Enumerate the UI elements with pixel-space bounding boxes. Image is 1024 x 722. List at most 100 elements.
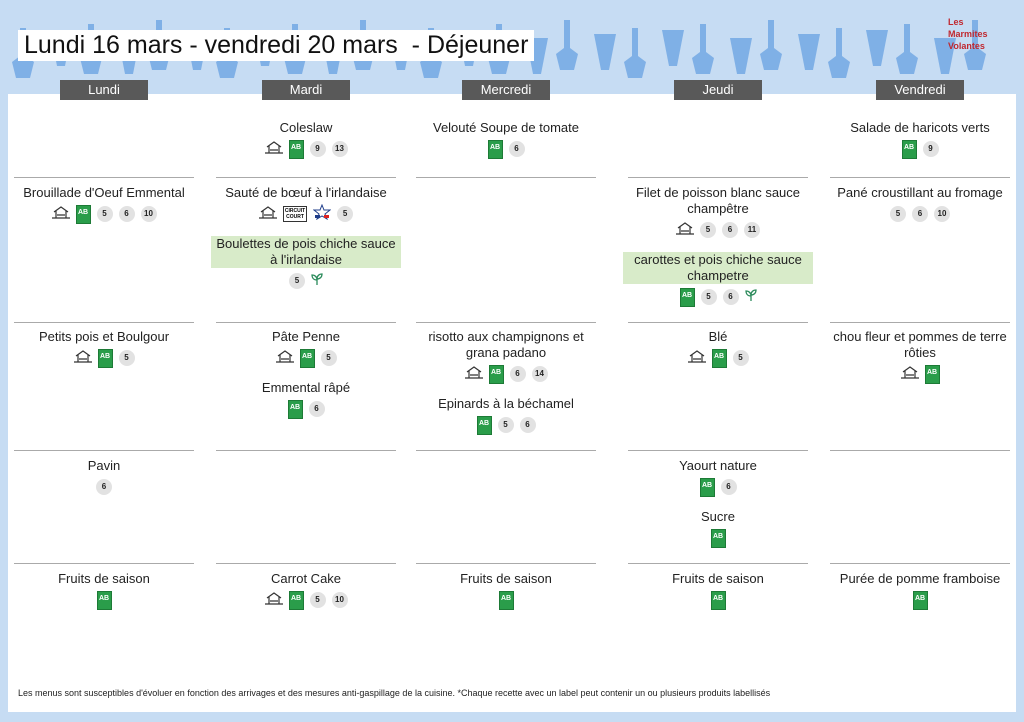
dish: Sauté de bœuf à l'irlandaise CIRCUIT COURT… xyxy=(211,185,401,224)
dish-name: Boulettes de pois chiche sauce à l'irlan… xyxy=(211,236,401,268)
bio-label: AB xyxy=(924,364,940,384)
allergen: 10 xyxy=(331,592,348,608)
menu-cell: chou fleur et pommes de terre rôties AB xyxy=(825,329,1015,396)
dish: Fruits de saison AB xyxy=(411,571,601,610)
homemade-icon xyxy=(264,591,283,610)
deco-shape xyxy=(866,30,888,66)
homemade-icon xyxy=(275,349,294,368)
deco-shape xyxy=(896,24,918,74)
menu-cell: Fruits de saison AB xyxy=(411,571,601,622)
menu-cell: Purée de pomme framboise AB xyxy=(825,571,1015,622)
allergen: 5 xyxy=(289,273,305,289)
dish-icons: CIRCUIT COURT 5 xyxy=(211,203,401,224)
homemade-icon xyxy=(687,349,706,368)
allergen: 10 xyxy=(140,206,157,222)
allergen: 6 xyxy=(308,401,325,417)
separator xyxy=(416,177,596,178)
dish: Boulettes de pois chiche sauce à l'irlan… xyxy=(211,236,401,291)
dish: Filet de poisson blanc sauce champêtre 5 6… xyxy=(623,185,813,240)
dish: carottes et pois chiche sauce champetre A… xyxy=(623,252,813,307)
allergen: 9 xyxy=(922,141,939,157)
dish: Purée de pomme framboise AB xyxy=(825,571,1015,610)
dish-icons: AB 6 xyxy=(623,477,813,497)
dish: Velouté Soupe de tomate AB 6 xyxy=(411,120,601,159)
allergen: 11 xyxy=(744,222,760,238)
separator xyxy=(830,322,1010,323)
bio-label: AB xyxy=(487,139,503,159)
dish: Pavin 6 xyxy=(9,458,199,497)
separator xyxy=(628,177,808,178)
dish-name: Petits pois et Boulgour xyxy=(38,329,170,344)
allergen: 5 xyxy=(320,350,337,366)
dish: Brouillade d'Oeuf Emmental AB 5 6 10 xyxy=(9,185,199,224)
bio-label: AB xyxy=(97,348,113,368)
dish-icons: AB 6 xyxy=(211,399,401,419)
day-header: Jeudi xyxy=(674,80,762,100)
separator xyxy=(830,563,1010,564)
deco-shape xyxy=(934,38,956,74)
menu-cell: Brouillade d'Oeuf Emmental AB 5 6 10 xyxy=(9,185,199,236)
dish: Fruits de saison AB xyxy=(9,571,199,610)
day-header: Lundi xyxy=(60,80,148,100)
bio-label: AB xyxy=(679,287,695,307)
logo: Les Marmites Volantes xyxy=(948,16,988,52)
bio-label: AB xyxy=(476,415,492,435)
separator xyxy=(830,177,1010,178)
allergen: 6 xyxy=(118,206,135,222)
dish-name: Coleslaw xyxy=(279,120,333,135)
allergen: 6 xyxy=(508,141,525,157)
dish-name: risotto aux champignons et grana padano xyxy=(428,329,584,360)
separator xyxy=(216,177,396,178)
separator xyxy=(628,563,808,564)
bio-label: AB xyxy=(75,204,91,224)
dish-name: Velouté Soupe de tomate xyxy=(432,120,579,135)
menu-cell: Velouté Soupe de tomate AB 6 xyxy=(411,120,601,171)
allergen: 5 xyxy=(118,350,135,366)
dish-icons: AB 5 xyxy=(9,348,199,368)
allergen: 5 xyxy=(309,592,326,608)
dish-icons: AB xyxy=(623,590,813,610)
day-header: Mercredi xyxy=(462,80,550,100)
dish-icons: AB xyxy=(411,590,601,610)
separator xyxy=(14,563,194,564)
dish: Salade de haricots verts AB 9 xyxy=(825,120,1015,159)
dish-icons: AB 5 xyxy=(211,348,401,368)
menu-cell: Yaourt nature AB 6 Sucre AB xyxy=(623,458,813,560)
dish-name: Purée de pomme framboise xyxy=(839,571,1001,586)
allergen: 9 xyxy=(309,141,326,157)
dish-name: Fruits de saison xyxy=(460,571,552,586)
allergen: 6 xyxy=(912,206,928,222)
dish-icons: 5 6 11 xyxy=(623,220,813,240)
menu-cell: Pavin 6 xyxy=(9,458,199,509)
allergen: 6 xyxy=(509,366,526,382)
dish: Epinards à la béchamel AB 5 6 xyxy=(411,396,601,435)
dish-icons: 6 xyxy=(9,477,199,497)
bio-label: AB xyxy=(299,348,315,368)
separator xyxy=(216,563,396,564)
dish: Emmental râpé AB 6 xyxy=(211,380,401,419)
dish-name: Pané croustillant au fromage xyxy=(837,185,1003,200)
dish-name: Fruits de saison xyxy=(58,571,150,586)
dish: Fruits de saison AB xyxy=(623,571,813,610)
logo-line: Marmites xyxy=(948,29,988,39)
title: Lundi 16 mars - vendredi 20 mars - Déjeu… xyxy=(18,30,535,61)
allergen: 6 xyxy=(96,479,112,495)
menu-cell: Coleslaw AB 9 13 xyxy=(211,120,401,171)
allergen: 6 xyxy=(720,479,737,495)
allergen: 5 xyxy=(700,222,716,238)
homemade-icon xyxy=(264,591,283,605)
bio-label: AB xyxy=(288,139,304,159)
deco-shape xyxy=(730,38,752,74)
dish-icons: AB 5 10 xyxy=(211,590,401,610)
homemade-icon xyxy=(464,365,483,379)
allergen: 14 xyxy=(531,366,548,382)
separator xyxy=(628,450,808,451)
bio-label: AB xyxy=(288,590,304,610)
dish: Sucre AB xyxy=(623,509,813,548)
deco-shape xyxy=(594,34,616,70)
dish-icons: AB xyxy=(825,364,1015,384)
menu-cell: Sauté de bœuf à l'irlandaise CIRCUIT COURT… xyxy=(211,185,401,303)
homemade-icon xyxy=(900,365,919,384)
separator xyxy=(216,450,396,451)
